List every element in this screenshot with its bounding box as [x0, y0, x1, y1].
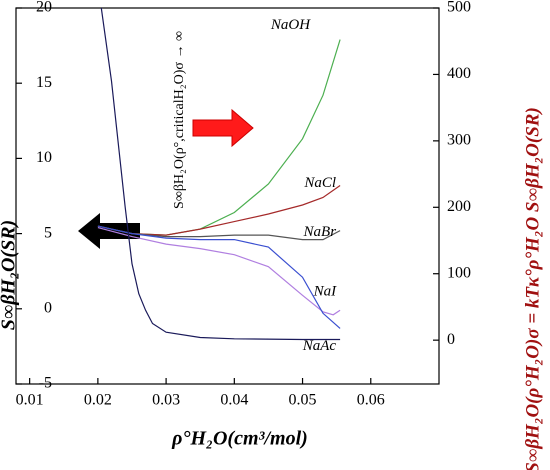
y2-tick-label: 300 — [447, 132, 471, 149]
plot-frame — [15, 7, 440, 385]
x-tick-label: 0.04 — [220, 392, 248, 409]
series-line — [100, 8, 341, 341]
x-tick-label: 0.05 — [289, 392, 317, 409]
series-line — [97, 227, 341, 316]
y2-tick-label: 400 — [447, 65, 471, 82]
series-label: NaI — [313, 284, 338, 300]
x-tick-label: 0.06 — [357, 392, 385, 409]
x-tick-label: 0.02 — [84, 392, 112, 409]
y2-tick-label: 500 — [447, 0, 471, 16]
x-tick-label: 0.01 — [16, 392, 44, 409]
series-label: NaAc — [302, 338, 337, 354]
y2-axis-label: S∞βH₂O(ρ°H₂O)σ = kTκ°ρ°H₂O S∞βH₂O(SR) — [522, 107, 543, 470]
x-axis-label: ρ°H₂O(cm³/mol) — [171, 428, 308, 450]
y2-tick-label: 100 — [447, 264, 471, 281]
series-line — [97, 225, 341, 329]
y-tick-label: 10 — [36, 149, 52, 166]
y-tick-label: 0 — [44, 299, 52, 316]
red-arrow — [192, 108, 254, 148]
series-label: NaOH — [270, 17, 311, 33]
y2-tick-label: 0 — [447, 331, 455, 348]
x-tick-label: 0.03 — [152, 392, 180, 409]
arrows — [78, 108, 254, 249]
annotation: S∞βH₂O(ρ°,criticalH₂O)σ → ∞ — [172, 31, 187, 209]
series-line — [97, 39, 341, 236]
y-tick-label: -5 — [39, 375, 52, 392]
y-axis-label: S∞βH₂O(SR) — [0, 220, 20, 330]
y-tick-label: 5 — [44, 224, 52, 241]
series-label: NaBr — [303, 224, 337, 240]
y-tick-label: 15 — [36, 74, 52, 91]
series-label: NaCl — [303, 175, 336, 191]
y-tick-label: 20 — [36, 0, 52, 16]
y2-tick-label: 200 — [447, 198, 471, 215]
